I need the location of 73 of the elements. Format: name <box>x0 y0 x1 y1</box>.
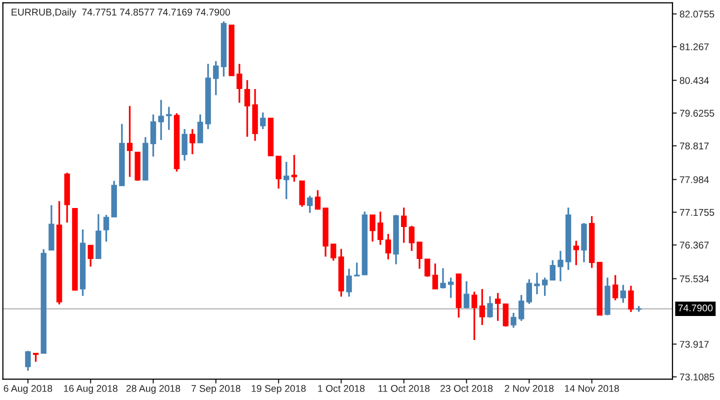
x-tick-label: 16 Aug 2018 <box>64 385 118 394</box>
candlestick <box>276 155 282 190</box>
y-tick-label: 81.267 <box>680 43 709 50</box>
candlestick <box>260 112 266 130</box>
y-tick-label: 73.917 <box>680 340 709 348</box>
x-tick-label: 14 Nov 2018 <box>564 385 619 392</box>
y-tick-label: 79.6255 <box>680 110 714 117</box>
x-tick-label: 2 Nov 2018 <box>504 385 554 392</box>
candlestick <box>25 350 31 372</box>
candlestick <box>401 206 407 244</box>
candlestick <box>479 288 486 326</box>
candlestick <box>620 284 626 304</box>
y-tick-label: 80.434 <box>680 77 709 84</box>
x-tick-label: 7 Sep 2018 <box>192 385 240 394</box>
candlestick <box>244 79 250 138</box>
candlestick <box>416 241 422 270</box>
candlestick <box>432 262 438 290</box>
candlestick <box>424 258 430 278</box>
y-tick-label: 73.1085 <box>680 374 714 380</box>
x-tick-label: 11 Oct 2018 <box>378 385 430 392</box>
candlestick <box>166 106 172 131</box>
candlestick <box>126 105 133 178</box>
candlestick <box>526 278 532 305</box>
x-tick-label: 19 Sep 2018 <box>252 385 306 394</box>
candlestick <box>448 276 454 299</box>
candlestick <box>518 294 524 322</box>
candlestick <box>299 180 305 208</box>
candlestick <box>494 292 501 322</box>
candlestick <box>103 214 110 242</box>
candlestick <box>487 295 493 319</box>
candlestick <box>408 224 415 252</box>
candlestick <box>346 268 352 298</box>
y-tick-label: 75.534 <box>680 275 709 282</box>
candlestick <box>378 210 384 246</box>
x-tick-label: 6 Aug 2018 <box>4 385 52 394</box>
candlestick <box>307 195 313 214</box>
candlestick <box>291 154 298 183</box>
candlestick <box>197 114 204 144</box>
candlestick <box>440 267 446 290</box>
candlestick <box>628 284 634 313</box>
x-tick-label: 1 Oct 2018 <box>318 385 365 392</box>
y-tick-label: 77.1755 <box>680 209 714 216</box>
candlestick <box>190 128 196 156</box>
candlestick <box>236 63 242 104</box>
candlestick <box>314 189 321 210</box>
candlestick <box>158 99 164 141</box>
candlestick <box>182 128 188 162</box>
candlestick <box>573 240 579 266</box>
candlestick <box>284 161 290 200</box>
text: EURRUB,Daily 74.7751 74.8577 74.7169 74.7900 <box>12 8 230 18</box>
candlestick <box>558 250 564 282</box>
y-tick-label: 82.0755 <box>680 10 714 18</box>
y-tick-label: 76.367 <box>680 242 709 249</box>
y-tick-label: 78.817 <box>680 142 709 150</box>
candlestick <box>612 274 618 302</box>
candlestick <box>550 259 556 281</box>
candlestick <box>464 280 470 310</box>
ref-line-label: 74.7900 <box>678 304 713 312</box>
candlestick <box>370 214 376 242</box>
candlestick <box>354 262 360 277</box>
x-tick-label: 23 Oct 2018 <box>440 385 493 392</box>
candlestick <box>213 60 219 96</box>
candlestick <box>534 272 540 296</box>
candlestick <box>385 233 392 260</box>
candlestick <box>510 312 516 329</box>
candlestick <box>471 290 478 341</box>
candlestick <box>150 114 156 158</box>
x-tick-label: 28 Aug 2018 <box>126 385 180 394</box>
candlestick <box>502 303 509 328</box>
candlestick <box>88 244 94 268</box>
y-tick-label: 77.984 <box>680 176 709 184</box>
candlestick <box>330 243 336 262</box>
candlestick <box>542 276 548 297</box>
